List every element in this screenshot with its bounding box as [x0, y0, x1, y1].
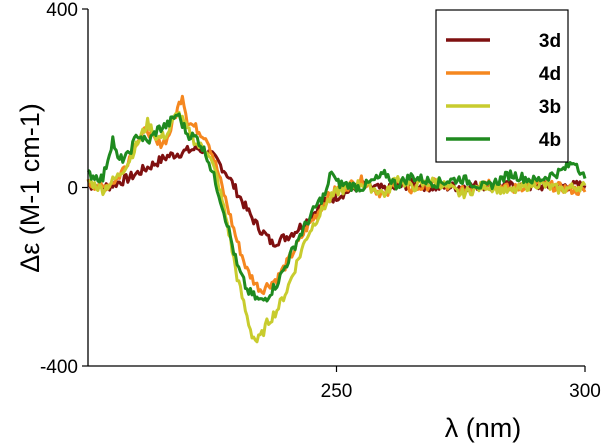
series-layer	[86, 94, 587, 344]
legend-label-4b: 4b	[539, 130, 561, 151]
legend-box	[435, 9, 569, 163]
series-line-4b	[86, 112, 587, 303]
legend: 3d 4d 3b 4b	[435, 9, 569, 163]
x-tick-label: 250	[321, 381, 353, 402]
legend-label-3b: 3b	[539, 97, 561, 118]
legend-label-4d: 4d	[539, 64, 561, 85]
tick-layer: 400 0 -400 250 300	[40, 0, 601, 402]
x-tick-label: 300	[569, 381, 601, 402]
y-tick-label: -400	[40, 357, 78, 378]
x-axis-title: λ (nm)	[445, 413, 522, 443]
legend-label-3d: 3d	[539, 31, 561, 52]
y-tick-label: 0	[67, 179, 78, 200]
y-tick-label: 400	[46, 0, 78, 21]
y-axis-title: Δε (M-1 cm-1)	[15, 103, 45, 273]
